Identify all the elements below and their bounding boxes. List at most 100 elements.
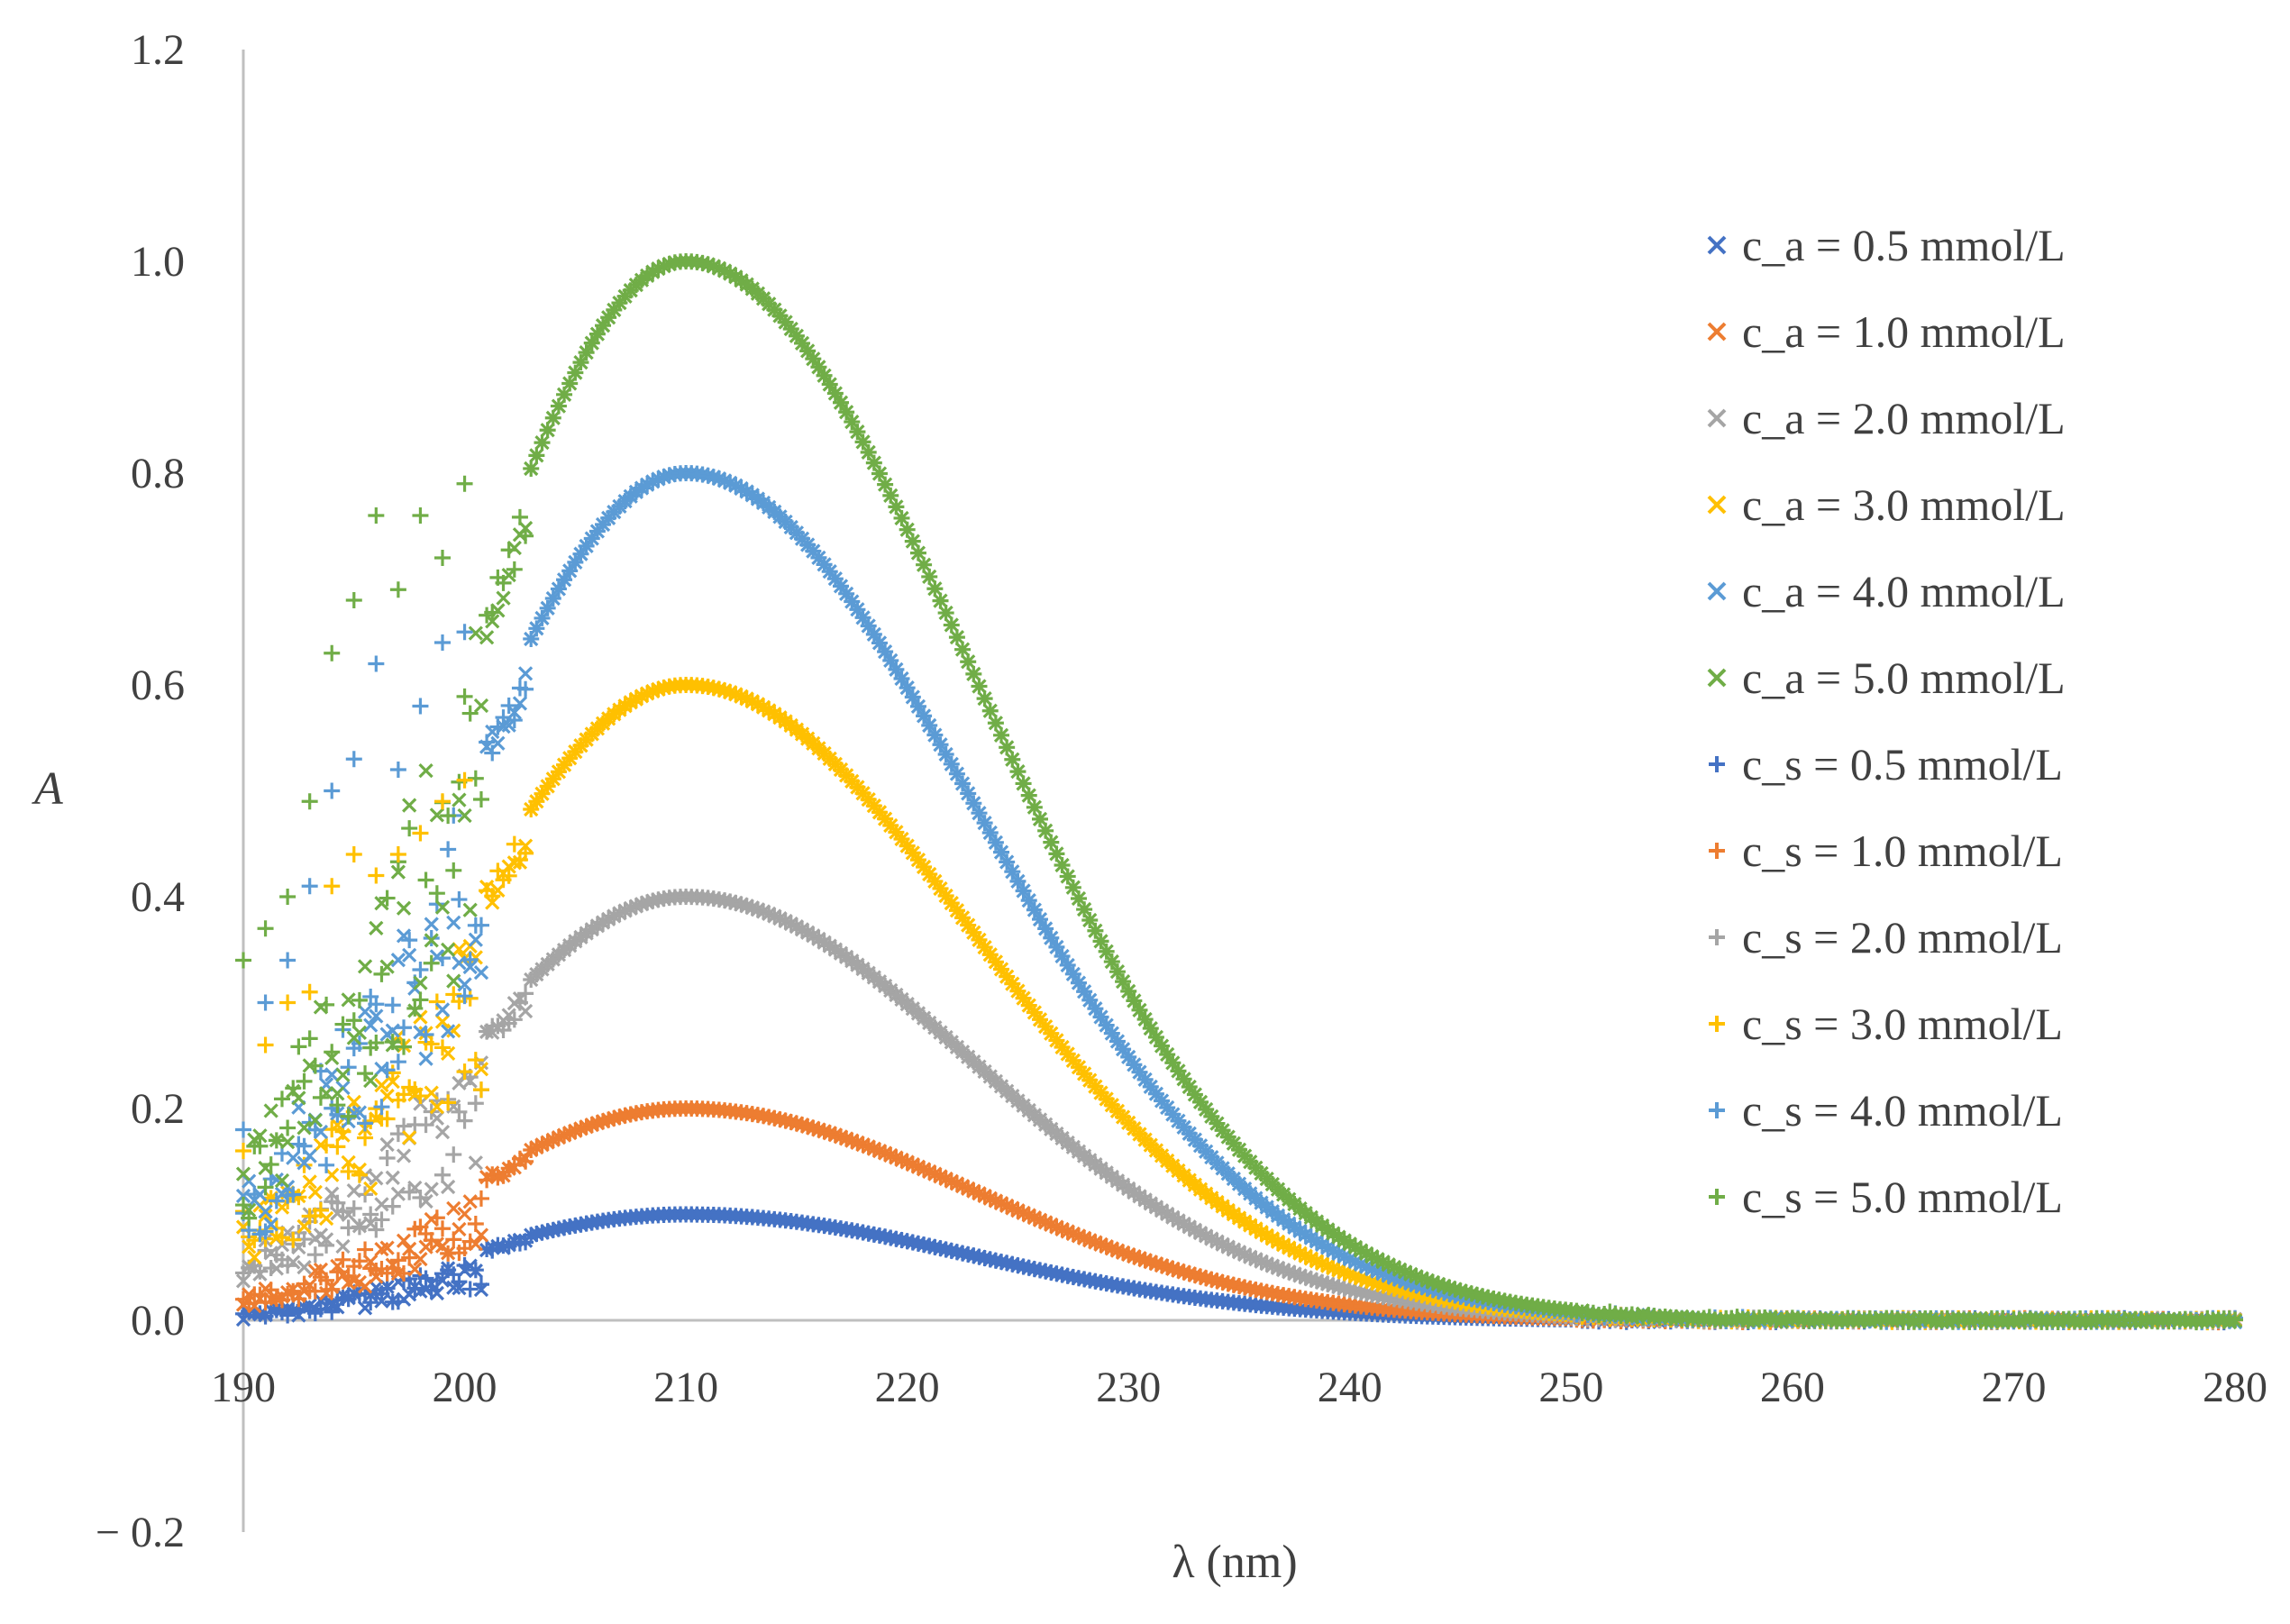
data-point bbox=[440, 1094, 457, 1111]
data-point bbox=[1015, 882, 1032, 899]
data-point bbox=[301, 1030, 318, 1047]
data-point bbox=[1120, 982, 1137, 999]
legend-marker bbox=[1709, 1102, 1725, 1118]
data-point bbox=[943, 616, 960, 634]
data-point bbox=[821, 376, 838, 393]
data-point bbox=[523, 630, 540, 647]
x-tick-label: 190 bbox=[211, 1364, 276, 1411]
data-point bbox=[484, 604, 501, 621]
data-point bbox=[368, 507, 385, 524]
legend-item: c_a = 1.0 mmol/L bbox=[1707, 306, 2066, 357]
legend-item: c_s = 1.0 mmol/L bbox=[1709, 826, 2063, 876]
data-point bbox=[461, 1281, 479, 1298]
data-point bbox=[1004, 751, 1021, 768]
data-point bbox=[926, 726, 944, 744]
data-point bbox=[423, 1282, 440, 1299]
data-point bbox=[1026, 798, 1043, 816]
data-point bbox=[434, 899, 451, 915]
data-point bbox=[368, 996, 385, 1013]
data-point bbox=[384, 1034, 401, 1051]
data-point bbox=[235, 1166, 251, 1182]
y-axis-title: A bbox=[32, 763, 63, 815]
data-point bbox=[324, 1121, 341, 1138]
data-point bbox=[329, 1264, 346, 1281]
legend-item: c_a = 5.0 mmol/L bbox=[1707, 652, 2066, 703]
data-point bbox=[235, 952, 251, 969]
data-point bbox=[285, 1080, 302, 1097]
data-point bbox=[389, 1054, 406, 1071]
data-point bbox=[446, 973, 461, 989]
data-point bbox=[412, 1189, 429, 1206]
y-tick-label: 0.8 bbox=[131, 450, 185, 497]
x-tick-label: 210 bbox=[653, 1364, 718, 1411]
data-point bbox=[479, 630, 495, 645]
data-point bbox=[1032, 911, 1048, 928]
data-point bbox=[246, 1186, 263, 1203]
data-point bbox=[335, 1238, 351, 1254]
data-point bbox=[517, 527, 534, 544]
data-point bbox=[452, 942, 467, 957]
data-point bbox=[506, 712, 523, 729]
data-point bbox=[451, 1273, 468, 1291]
data-point bbox=[389, 581, 406, 598]
data-point bbox=[318, 996, 335, 1013]
data-point bbox=[1092, 1008, 1109, 1026]
data-point bbox=[1147, 1028, 1164, 1045]
data-point bbox=[588, 325, 606, 342]
data-point bbox=[1004, 863, 1021, 880]
data-point bbox=[324, 1303, 341, 1320]
legend-item: c_a = 4.0 mmol/L bbox=[1707, 566, 2066, 616]
x-tick-label: 230 bbox=[1096, 1364, 1161, 1411]
data-point bbox=[379, 1110, 396, 1127]
legend-label: c_a = 0.5 mmol/L bbox=[1742, 220, 2066, 270]
data-point bbox=[235, 1143, 251, 1159]
y-tick-label: 0.2 bbox=[131, 1085, 185, 1133]
data-point bbox=[456, 475, 473, 492]
data-point bbox=[954, 775, 972, 792]
data-point bbox=[512, 696, 528, 711]
data-point bbox=[1015, 775, 1032, 792]
data-point bbox=[461, 1233, 479, 1250]
data-point bbox=[948, 629, 965, 646]
data-point bbox=[302, 1174, 317, 1190]
data-point bbox=[417, 1026, 434, 1043]
data-point bbox=[434, 1166, 451, 1183]
data-point bbox=[384, 1260, 401, 1277]
data-point bbox=[385, 1170, 400, 1185]
data-point bbox=[567, 364, 584, 381]
data-point bbox=[273, 1229, 290, 1246]
data-point bbox=[351, 1166, 368, 1183]
data-point bbox=[296, 1072, 313, 1090]
data-point bbox=[257, 920, 274, 937]
data-point bbox=[318, 1156, 335, 1173]
data-point bbox=[324, 878, 341, 895]
legend-marker bbox=[1707, 581, 1727, 601]
data-point bbox=[467, 1216, 484, 1233]
data-point bbox=[396, 1038, 413, 1055]
data-point bbox=[357, 959, 373, 974]
data-point bbox=[854, 433, 871, 451]
data-point bbox=[340, 1059, 357, 1076]
data-point bbox=[893, 509, 910, 526]
data-point bbox=[307, 1112, 323, 1128]
data-point bbox=[413, 1251, 428, 1267]
data-point bbox=[396, 900, 412, 916]
data-point bbox=[390, 1186, 406, 1201]
data-point bbox=[517, 985, 534, 1002]
data-point bbox=[306, 1246, 324, 1264]
data-point bbox=[1043, 834, 1060, 851]
data-point bbox=[369, 920, 384, 936]
data-point bbox=[528, 620, 545, 637]
data-point bbox=[312, 1089, 329, 1106]
data-point bbox=[932, 592, 949, 609]
data-point bbox=[467, 1262, 484, 1279]
data-point bbox=[434, 1124, 451, 1140]
data-point bbox=[384, 997, 401, 1014]
data-point bbox=[506, 561, 523, 578]
legend-marker bbox=[1707, 408, 1727, 428]
data-point bbox=[877, 643, 894, 661]
data-point bbox=[534, 609, 551, 626]
data-point bbox=[1076, 983, 1093, 1000]
data-point bbox=[345, 846, 362, 862]
